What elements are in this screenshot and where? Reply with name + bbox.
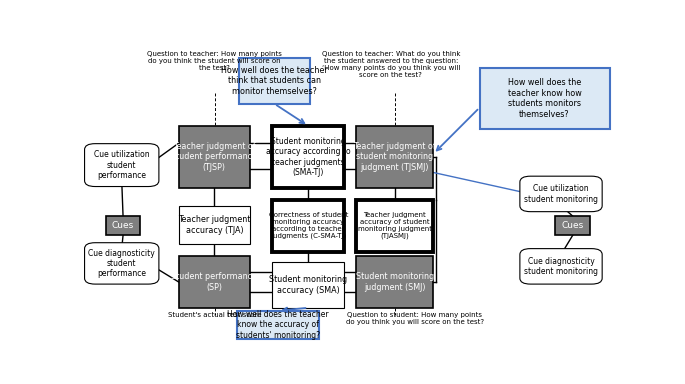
Text: Question to student: How many points
do you think you will score on the test?: Question to student: How many points do … <box>346 312 484 325</box>
Text: How well does the teacher
think that students can
monitor themselves?: How well does the teacher think that stu… <box>221 66 327 96</box>
Text: Teacher judgment of
student monitoring
judgment (TJSMJ): Teacher judgment of student monitoring j… <box>353 142 436 172</box>
FancyBboxPatch shape <box>479 68 610 129</box>
Text: Correctness of student
monitoring accuracy
according to teacher
judgments (C-SMA: Correctness of student monitoring accura… <box>269 212 348 240</box>
Text: Cue diagnosticity
student monitoring: Cue diagnosticity student monitoring <box>524 257 598 276</box>
FancyBboxPatch shape <box>84 144 159 187</box>
FancyBboxPatch shape <box>179 206 250 244</box>
FancyBboxPatch shape <box>556 216 590 235</box>
Text: How well does the
teacher know how
students monitors
themselves?: How well does the teacher know how stude… <box>508 78 582 119</box>
FancyBboxPatch shape <box>520 248 602 284</box>
FancyBboxPatch shape <box>273 126 344 188</box>
Text: Cue utilization
student
performance: Cue utilization student performance <box>94 150 149 180</box>
Text: Student's actual test score: Student's actual test score <box>168 312 262 318</box>
FancyBboxPatch shape <box>356 256 434 308</box>
FancyBboxPatch shape <box>356 200 434 252</box>
Text: Student monitoring
accuracy according to
teacher judgments
(SMA-TJ): Student monitoring accuracy according to… <box>266 137 351 177</box>
FancyBboxPatch shape <box>356 126 434 188</box>
FancyBboxPatch shape <box>84 243 159 284</box>
Text: Teacher judgment
accuracy (TJA): Teacher judgment accuracy (TJA) <box>178 215 251 235</box>
FancyBboxPatch shape <box>105 216 140 235</box>
Text: Question to teacher: What do you think
the student answered to the question:
‘Ho: Question to teacher: What do you think t… <box>322 51 460 78</box>
Text: Cue utilization
student monitoring: Cue utilization student monitoring <box>524 184 598 204</box>
Text: Cue diagnosticity
student
performance: Cue diagnosticity student performance <box>88 248 155 278</box>
FancyBboxPatch shape <box>273 200 344 252</box>
Text: Teacher judgment
accuracy of student
monitoring judgment
(TJASMJ): Teacher judgment accuracy of student mon… <box>358 212 432 240</box>
Text: Cues: Cues <box>112 221 134 230</box>
Text: Student performance
(SP): Student performance (SP) <box>171 272 258 291</box>
Text: Question to teacher: How many points
do you think the student will score on
the : Question to teacher: How many points do … <box>147 51 282 71</box>
Text: Student monitoring
judgment (SMJ): Student monitoring judgment (SMJ) <box>356 272 434 291</box>
FancyBboxPatch shape <box>179 256 250 308</box>
Text: Student monitoring
accuracy (SMA): Student monitoring accuracy (SMA) <box>269 275 347 295</box>
Text: Teacher judgment of
student performance
(TJSP): Teacher judgment of student performance … <box>172 142 257 172</box>
FancyBboxPatch shape <box>237 311 319 339</box>
Text: Cues: Cues <box>562 221 584 230</box>
FancyBboxPatch shape <box>520 176 602 212</box>
Text: How well does the teacher
know the accuracy of
students' monitoring?: How well does the teacher know the accur… <box>227 310 329 340</box>
FancyBboxPatch shape <box>179 126 250 188</box>
FancyBboxPatch shape <box>238 58 310 104</box>
FancyBboxPatch shape <box>273 262 344 308</box>
